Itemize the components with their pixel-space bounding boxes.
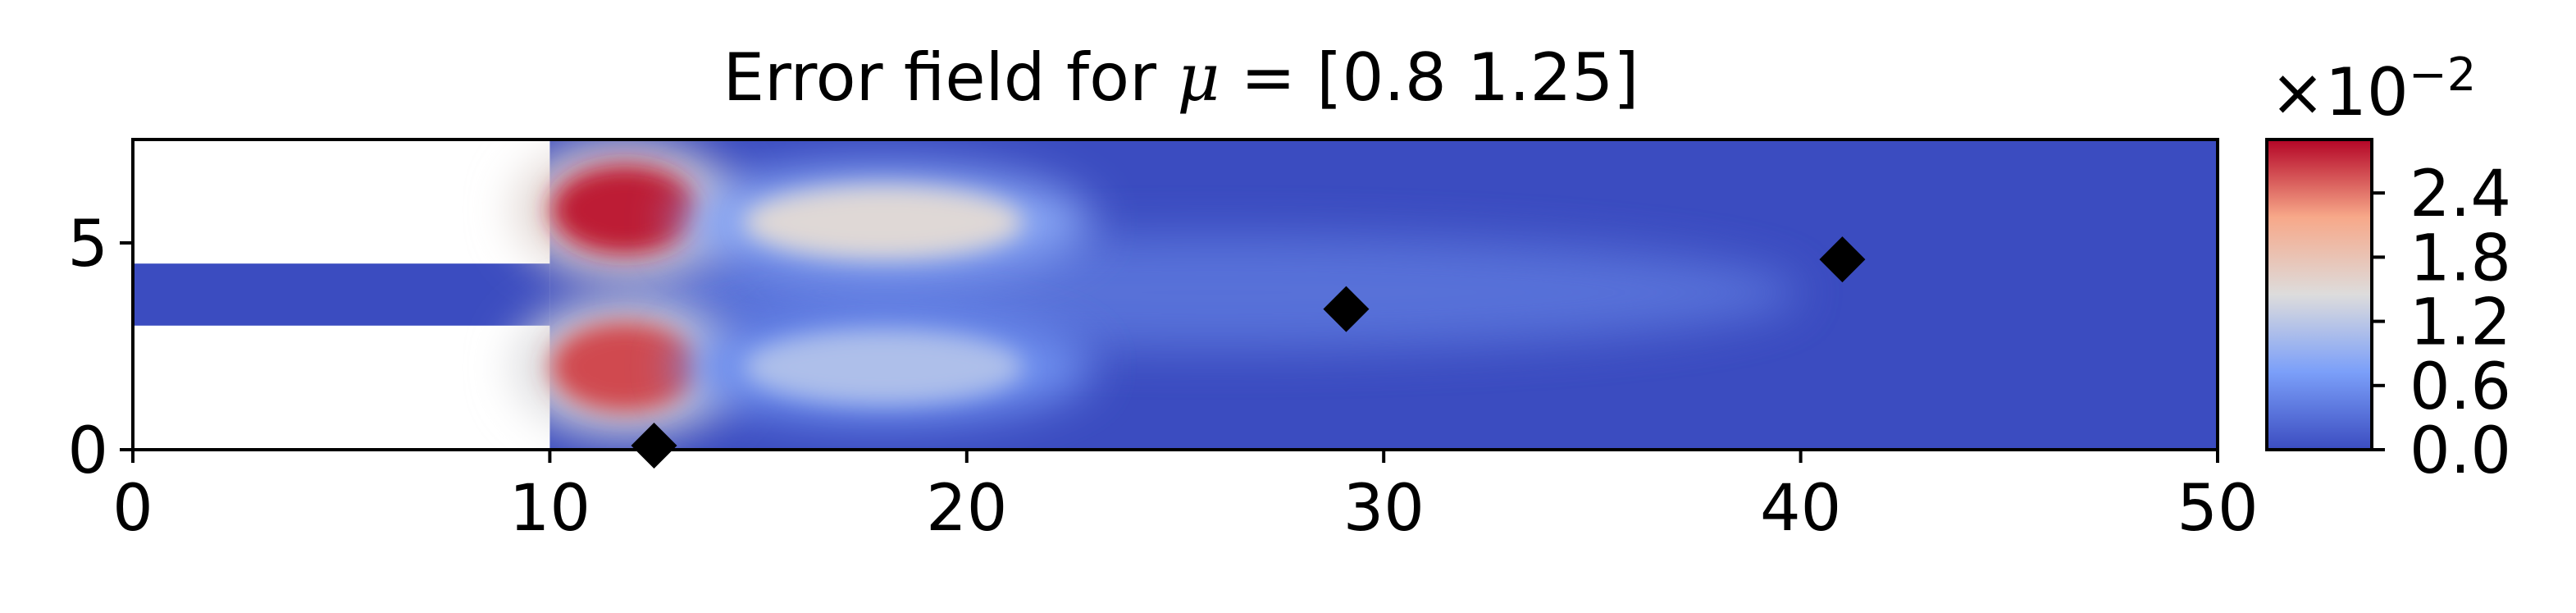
colorbar-tick-label: 0.0 (2410, 414, 2511, 488)
error-hotspot (744, 330, 1024, 405)
inlet-channel (133, 263, 550, 326)
y-tick-label: 0 (67, 414, 108, 488)
x-tick-label: 30 (1343, 472, 1425, 546)
diamond-marker (631, 422, 677, 469)
colorbar (2265, 138, 2373, 451)
x-tick-label: 0 (112, 472, 153, 546)
error-hotspot (550, 322, 699, 413)
x-tick-label: 10 (509, 472, 590, 546)
y-tick-label: 5 (67, 208, 108, 281)
axes-frame (131, 138, 2219, 451)
colorbar-multiplier: ×10−2 (2270, 48, 2476, 130)
x-axis: 0 10 20 30 40 50 (112, 450, 2259, 546)
x-tick-label: 50 (2177, 472, 2258, 546)
error-hotspot (744, 185, 1024, 259)
colorbar-axis: 0.00.61.21.82.4 (2372, 158, 2511, 488)
colorbar-tick-label: 2.4 (2410, 158, 2511, 231)
error-hotspots (513, 142, 1801, 435)
chart-title: Error field for μ = [0.8 1.25] (723, 39, 1639, 116)
error-hotspot (550, 164, 699, 255)
diamond-marker (1819, 236, 1866, 283)
x-tick-label: 20 (926, 472, 1007, 546)
colorbar-tick-label: 1.8 (2410, 222, 2511, 295)
colorbar-tick-label: 1.2 (2410, 286, 2511, 360)
error-field-heatmap (133, 140, 2218, 450)
diamond-marker (1323, 286, 1370, 332)
sensor-markers (631, 236, 1866, 469)
y-axis: 05 (67, 208, 133, 488)
x-tick-label: 40 (1760, 472, 1841, 546)
colorbar-tick-label: 0.6 (2410, 350, 2511, 424)
